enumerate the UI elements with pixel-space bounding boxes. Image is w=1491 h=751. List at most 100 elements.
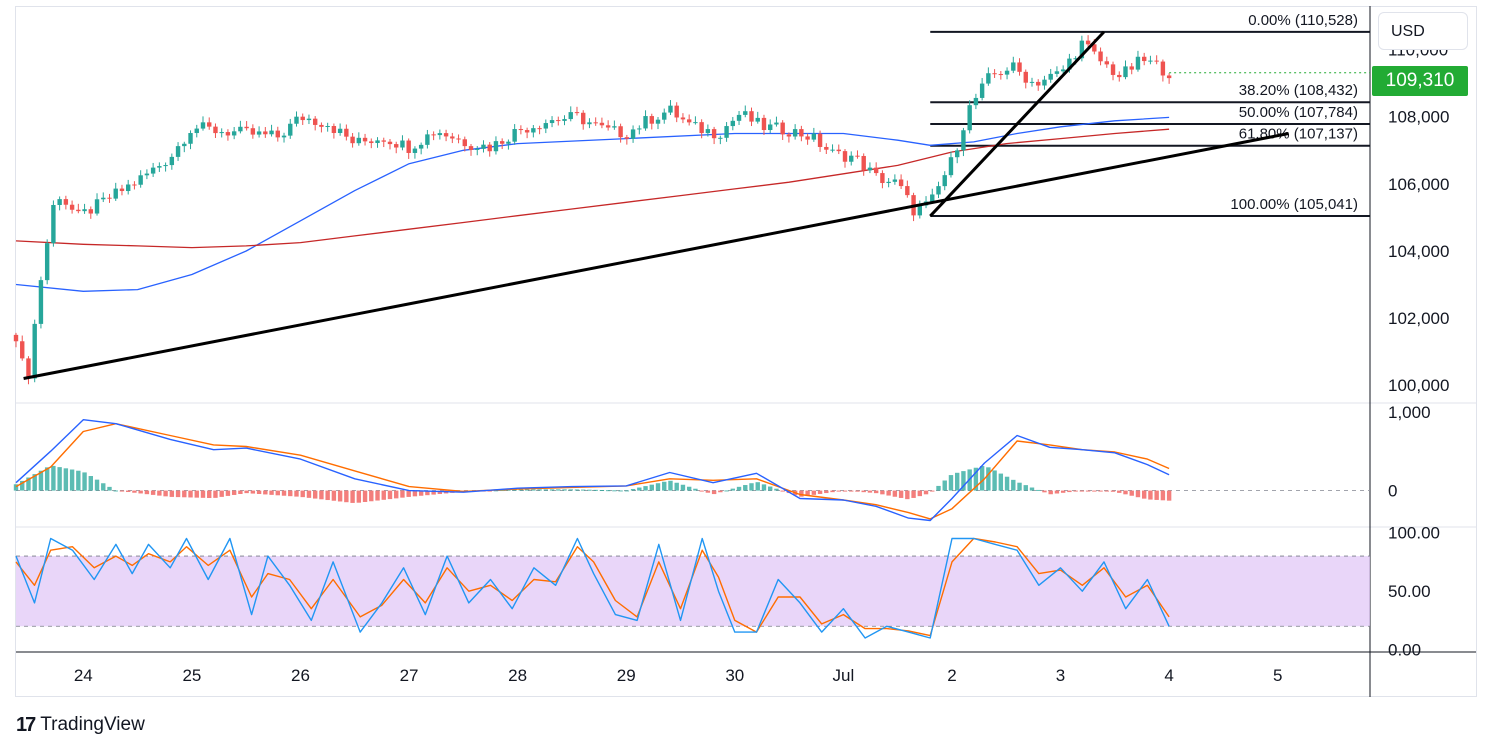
candle-body	[736, 114, 742, 121]
macd-histogram-bar	[799, 490, 804, 497]
macd-histogram-bar	[506, 489, 511, 491]
macd-histogram-bar	[842, 490, 848, 492]
macd-histogram-bar	[1023, 485, 1028, 491]
candle-body	[107, 197, 112, 199]
candle-body	[1054, 71, 1060, 74]
macd-histogram-bar	[587, 489, 592, 491]
candle-body	[905, 186, 910, 196]
candle-body	[57, 199, 62, 205]
macd-histogram-bar	[288, 490, 293, 497]
plot-frame	[15, 6, 1477, 697]
candle-body	[331, 126, 337, 134]
tradingview-brand[interactable]: 17 TradingView	[16, 712, 145, 738]
candle-body	[811, 133, 817, 140]
macd-histogram-bar	[1141, 490, 1147, 499]
macd-histogram-bar	[400, 490, 405, 498]
macd-histogram-bar	[182, 490, 187, 498]
candle-body	[705, 129, 711, 134]
macd-histogram-bar	[425, 490, 430, 496]
stoch-tick-label: 50.00	[1388, 582, 1431, 601]
time-tick-label: 2	[947, 666, 956, 685]
macd-histogram-bar	[200, 490, 206, 498]
candle-body	[468, 146, 474, 150]
macd-histogram-bar	[1160, 490, 1166, 501]
macd-histogram-bar	[219, 490, 224, 497]
candle-body	[487, 144, 492, 152]
candle-body	[499, 141, 505, 144]
candle-body	[82, 209, 87, 212]
candle-body	[1073, 58, 1078, 60]
macd-histogram-bar	[337, 490, 343, 502]
macd-histogram-bar	[755, 482, 760, 491]
macd-histogram-bar	[643, 486, 648, 491]
candle-body	[44, 243, 50, 281]
candle-body	[76, 209, 81, 212]
macd-histogram-bar	[699, 490, 704, 492]
candle-body	[1042, 79, 1047, 86]
macd-histogram-bar	[169, 490, 175, 497]
candle-body	[362, 137, 368, 142]
macd-histogram-bar	[44, 467, 50, 491]
candle-body	[680, 117, 686, 120]
candle-body	[319, 124, 324, 127]
macd-histogram-bar	[325, 490, 330, 501]
candle-body	[63, 199, 69, 205]
macd-histogram-bar	[873, 490, 879, 494]
candle-body	[624, 137, 630, 139]
candle-body	[1017, 62, 1022, 72]
candle-body	[537, 128, 542, 130]
candle-body	[718, 137, 723, 139]
macd-histogram-bar	[1017, 482, 1022, 491]
macd-histogram-bar	[936, 485, 941, 491]
macd-histogram-bar	[312, 490, 318, 499]
candle-body	[88, 209, 93, 214]
trendline	[23, 132, 1289, 380]
price-tick-label: 102,000	[1388, 309, 1449, 328]
candle-body	[749, 111, 754, 122]
candle-body	[113, 188, 118, 199]
stoch-d-line	[15, 537, 1170, 637]
macd-histogram-bar	[730, 488, 736, 491]
macd-histogram-bar	[1166, 490, 1172, 501]
macd-histogram-bar	[1129, 490, 1134, 496]
macd-histogram-bar	[593, 489, 598, 491]
candle-body	[300, 116, 305, 121]
candle-body	[150, 167, 156, 174]
candle-body	[867, 167, 873, 171]
macd-histogram-bar	[32, 474, 37, 491]
candle-body	[288, 123, 293, 136]
macd-histogram-bar	[1011, 479, 1016, 491]
macd-histogram-bar	[356, 490, 362, 503]
macd-histogram-bar	[362, 490, 368, 502]
macd-histogram-bar	[244, 490, 249, 494]
macd-histogram-bar	[101, 483, 106, 491]
macd-histogram-bar	[38, 470, 44, 491]
macd-histogram-bar	[138, 490, 143, 494]
candle-body	[668, 105, 673, 113]
candle-body	[556, 120, 561, 122]
time-tick-label: 28	[508, 666, 527, 685]
macd-histogram-bar	[1029, 487, 1035, 491]
macd-histogram-bar	[680, 484, 686, 491]
candle-body	[493, 141, 499, 152]
time-tick-label: 24	[74, 666, 93, 685]
macd-tick-label: 1,000	[1388, 403, 1431, 422]
macd-histogram-bar	[824, 490, 829, 494]
candle-body	[724, 126, 729, 138]
brand-name: TradingView	[40, 714, 145, 735]
macd-histogram-bar	[986, 467, 991, 491]
price-tick-label: 100,000	[1388, 376, 1449, 395]
macd-histogram-bar	[911, 490, 916, 498]
macd-histogram-bar	[961, 471, 966, 491]
macd-histogram-bar	[749, 483, 754, 491]
candle-body	[1067, 58, 1072, 70]
ma-fast-line	[15, 116, 1170, 292]
macd-histogram-bar	[1054, 490, 1060, 494]
currency-selector[interactable]: USD	[1378, 12, 1468, 50]
macd-histogram-bar	[524, 489, 530, 491]
candle-body	[1029, 81, 1035, 83]
macd-histogram-bar	[724, 490, 729, 492]
candle-body	[531, 128, 536, 133]
price-tick-label: 108,000	[1388, 108, 1449, 127]
